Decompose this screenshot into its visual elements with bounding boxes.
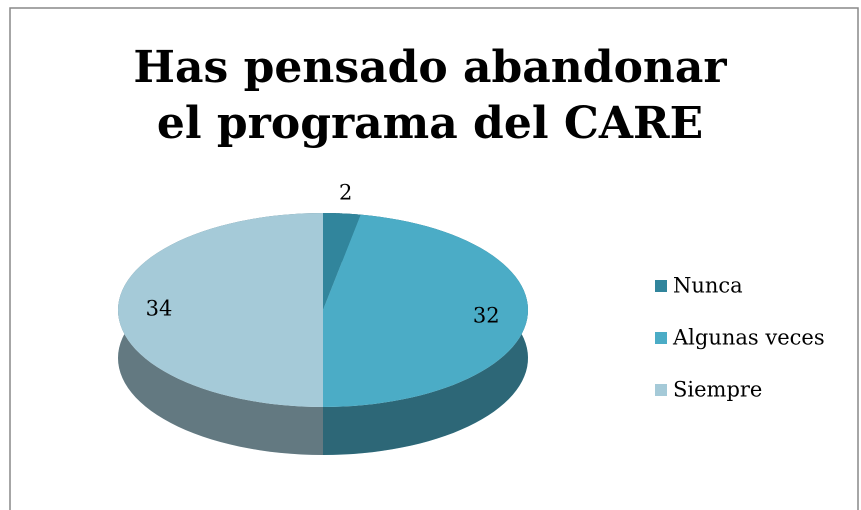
legend-swatch: [655, 280, 667, 292]
legend-swatch: [655, 332, 667, 344]
legend-label: Nunca: [673, 274, 743, 298]
legend-swatch: [655, 384, 667, 396]
legend-label: Algunas veces: [672, 326, 825, 350]
data-label: 32: [473, 304, 500, 328]
chart-border: [9, 7, 859, 510]
slice: [118, 213, 323, 407]
slice: [323, 214, 528, 407]
data-label: 34: [146, 297, 173, 321]
chart-title: Has pensado abandonar el programa del CA…: [133, 42, 727, 149]
slice: [323, 213, 361, 310]
legend-label: Siempre: [673, 378, 762, 402]
data-label: 2: [339, 181, 352, 205]
